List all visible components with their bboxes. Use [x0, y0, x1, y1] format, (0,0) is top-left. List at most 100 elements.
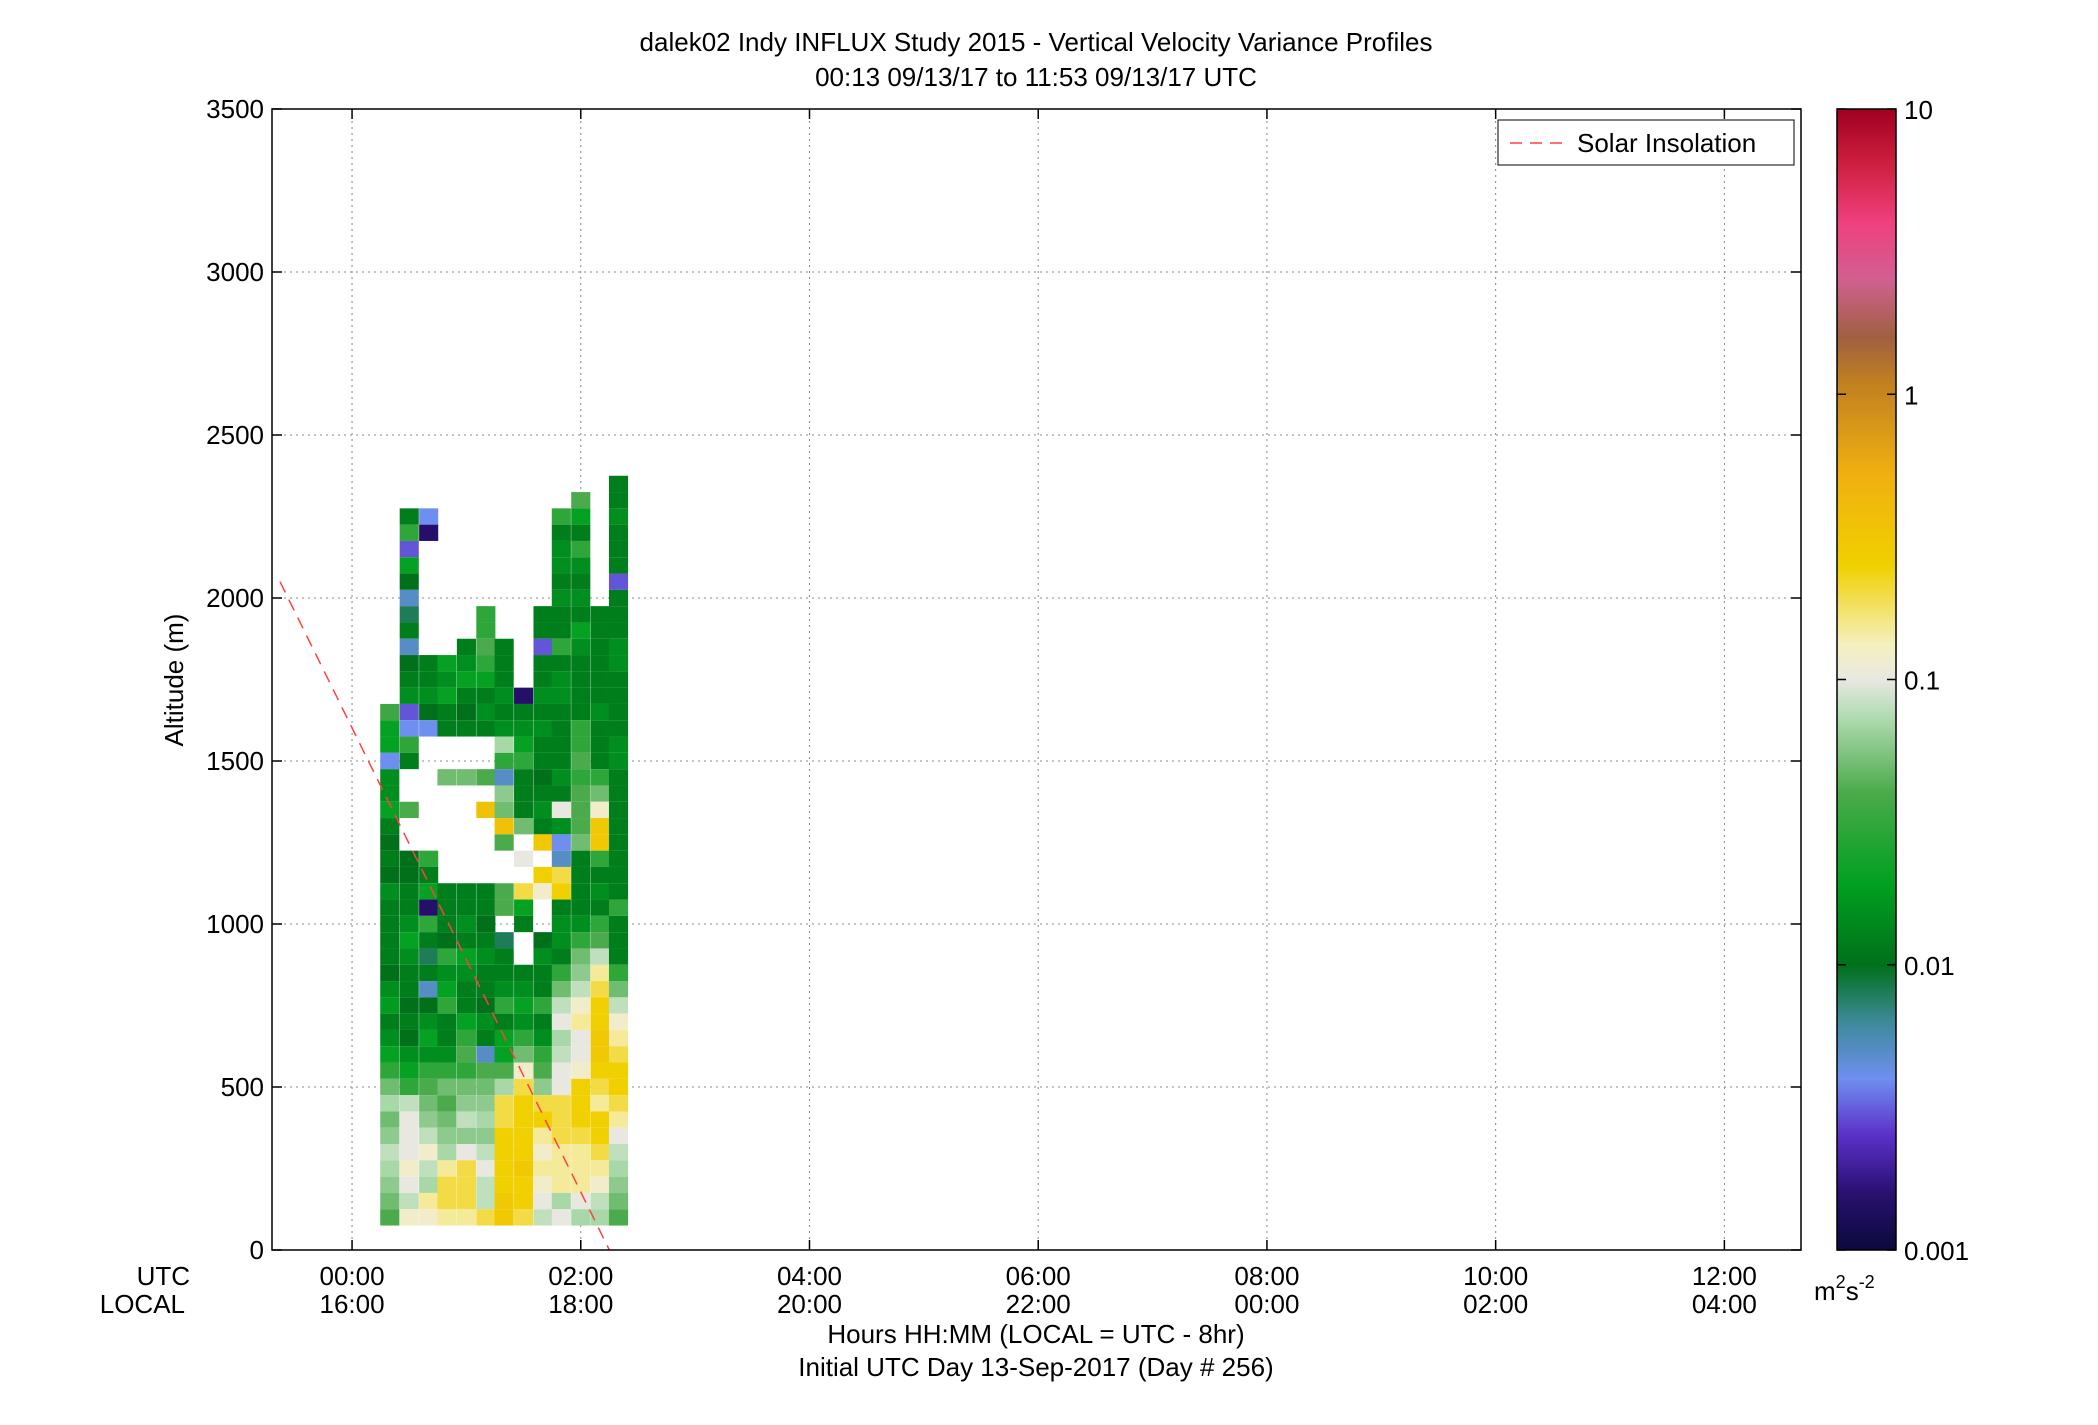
- variance-cell: [533, 1144, 553, 1161]
- variance-cell: [590, 1013, 610, 1030]
- variance-cell: [437, 964, 457, 982]
- variance-cell: [380, 997, 400, 1014]
- variance-cell: [494, 1192, 514, 1210]
- variance-cell: [608, 1127, 629, 1145]
- variance-cell: [551, 1144, 571, 1161]
- variance-cell: [514, 752, 534, 770]
- colorbar-ticks: 10 1 0.1 0.01 0.001: [1837, 95, 1969, 1266]
- variance-cell: [456, 932, 476, 949]
- variance-cell: [456, 964, 476, 982]
- variance-cell: [608, 1192, 629, 1210]
- x-row-label-local: LOCAL: [100, 1289, 185, 1319]
- variance-cell: [437, 1046, 457, 1063]
- variance-cell: [533, 703, 553, 721]
- variance-cell: [571, 1192, 591, 1210]
- variance-cell: [419, 1046, 439, 1063]
- variance-cell: [380, 1160, 400, 1177]
- variance-cell: [494, 1095, 514, 1112]
- x-tick-label-utc-3: 06:00: [1006, 1261, 1071, 1291]
- variance-cell: [571, 736, 591, 753]
- variance-cell: [551, 1013, 571, 1030]
- y-axis-label: Altitude (m): [159, 614, 189, 747]
- variance-cell: [571, 655, 591, 672]
- variance-cell: [380, 866, 400, 884]
- variance-cell: [399, 964, 419, 982]
- variance-cell: [514, 850, 534, 867]
- variance-cell: [419, 508, 439, 525]
- x-tick-label-local-3: 22:00: [1006, 1289, 1071, 1319]
- variance-cell: [571, 638, 591, 656]
- variance-cell: [514, 1078, 534, 1096]
- variance-cell: [437, 981, 457, 998]
- variance-cell: [399, 1111, 419, 1128]
- variance-cell: [551, 671, 571, 688]
- variance-cell: [476, 981, 496, 998]
- variance-cell: [533, 1029, 553, 1047]
- variance-cell: [590, 1192, 610, 1210]
- variance-cell: [494, 1127, 514, 1145]
- variance-cell: [494, 703, 514, 721]
- variance-cell: [419, 964, 439, 982]
- variance-cell: [476, 1013, 496, 1030]
- variance-cell: [533, 1062, 553, 1079]
- variance-cell: [571, 589, 591, 607]
- variance-cell: [380, 899, 400, 916]
- variance-cell: [476, 1029, 496, 1047]
- variance-cell: [590, 899, 610, 916]
- variance-cell: [437, 1209, 457, 1226]
- variance-cell: [514, 1029, 534, 1047]
- variance-cell: [399, 736, 419, 753]
- x-tick-label-utc-5: 10:00: [1463, 1261, 1528, 1291]
- variance-cell: [399, 1160, 419, 1177]
- variance-cell: [494, 883, 514, 900]
- variance-cell: [514, 981, 534, 998]
- variance-cell: [514, 736, 534, 753]
- variance-cell: [437, 948, 457, 965]
- variance-cell: [571, 915, 591, 933]
- variance-cell: [571, 948, 591, 965]
- variance-cell: [551, 818, 571, 835]
- variance-cell: [533, 638, 553, 656]
- chart-subtitle: 00:13 09/13/17 to 11:53 09/13/17 UTC: [815, 62, 1257, 92]
- variance-cell: [551, 1192, 571, 1210]
- variance-cell: [571, 622, 591, 639]
- variance-cell: [399, 1209, 419, 1226]
- y-tick-label-2: 1000: [206, 909, 264, 939]
- variance-cell: [456, 1127, 476, 1145]
- variance-cell: [533, 997, 553, 1014]
- variance-cell: [494, 1078, 514, 1096]
- variance-cell: [608, 492, 629, 509]
- variance-cell: [590, 638, 610, 656]
- variance-cell: [494, 981, 514, 998]
- y-tick-label-6: 3000: [206, 257, 264, 287]
- variance-cell: [590, 981, 610, 998]
- variance-cell: [437, 1029, 457, 1047]
- variance-cell: [476, 1111, 496, 1128]
- variance-cell: [494, 785, 514, 802]
- variance-cell: [514, 915, 534, 933]
- variance-cell: [533, 785, 553, 802]
- variance-cell: [380, 752, 400, 770]
- variance-cell: [551, 769, 571, 786]
- variance-cell: [571, 557, 591, 574]
- variance-cell: [494, 655, 514, 672]
- variance-cell: [437, 1192, 457, 1210]
- variance-cell: [608, 769, 629, 786]
- variance-cell: [419, 1078, 439, 1096]
- variance-cell: [514, 1127, 534, 1145]
- variance-cell: [551, 899, 571, 916]
- variance-cell: [533, 834, 553, 851]
- variance-cell: [551, 622, 571, 639]
- variance-cell: [456, 769, 476, 786]
- variance-cell: [399, 622, 419, 639]
- variance-cell: [419, 687, 439, 704]
- variance-cell: [571, 1095, 591, 1112]
- variance-cell: [590, 1111, 610, 1128]
- variance-cell: [571, 769, 591, 786]
- variance-cell: [590, 834, 610, 851]
- variance-cell: [514, 818, 534, 835]
- variance-cell: [590, 932, 610, 949]
- variance-cell: [456, 1029, 476, 1047]
- variance-cell: [551, 883, 571, 900]
- variance-cell: [590, 671, 610, 688]
